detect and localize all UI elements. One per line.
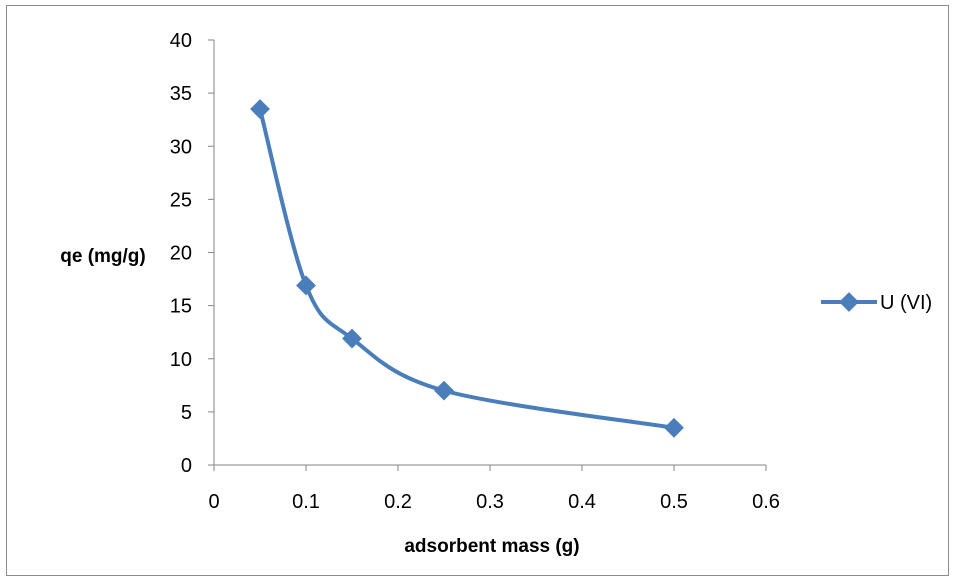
x-axis-title: adsorbent mass (g)	[404, 536, 579, 557]
y-tick-label: 15	[170, 296, 192, 318]
x-tick-label: 0	[208, 491, 219, 513]
x-tick-label: 0.4	[568, 491, 596, 513]
data-point-marker	[664, 417, 684, 438]
legend-label: U (VI)	[880, 292, 932, 314]
x-tick-label: 0.5	[660, 491, 688, 513]
data-point-marker	[250, 99, 270, 119]
data-point-marker	[296, 275, 316, 296]
legend-marker	[839, 292, 859, 312]
x-tick-label: 0.2	[384, 491, 412, 513]
chart-frame	[6, 5, 949, 576]
x-tick-label: 0.3	[476, 491, 504, 513]
y-tick-label: 40	[170, 30, 192, 52]
y-tick-label: 5	[181, 402, 192, 424]
y-tick-label: 25	[170, 189, 192, 211]
y-tick-label: 0	[181, 455, 192, 477]
y-axis-title: qe (mg/g)	[60, 246, 146, 267]
y-tick-label: 35	[170, 83, 192, 105]
data-point-marker	[342, 328, 362, 349]
y-tick-label: 20	[170, 243, 192, 265]
plot-area: 0 5 10 15 20 25 30 35 40 0 0.1 0.2 0.3 0.4 0.5 0.6	[170, 30, 780, 513]
data-point-marker	[434, 380, 454, 401]
legend: U (VI)	[821, 292, 932, 314]
y-tick-label: 30	[170, 136, 192, 158]
x-tick-label: 0.6	[752, 491, 780, 513]
series-line	[258, 108, 675, 430]
x-tick-label: 0.1	[292, 491, 320, 513]
y-tick-label: 10	[170, 349, 192, 371]
